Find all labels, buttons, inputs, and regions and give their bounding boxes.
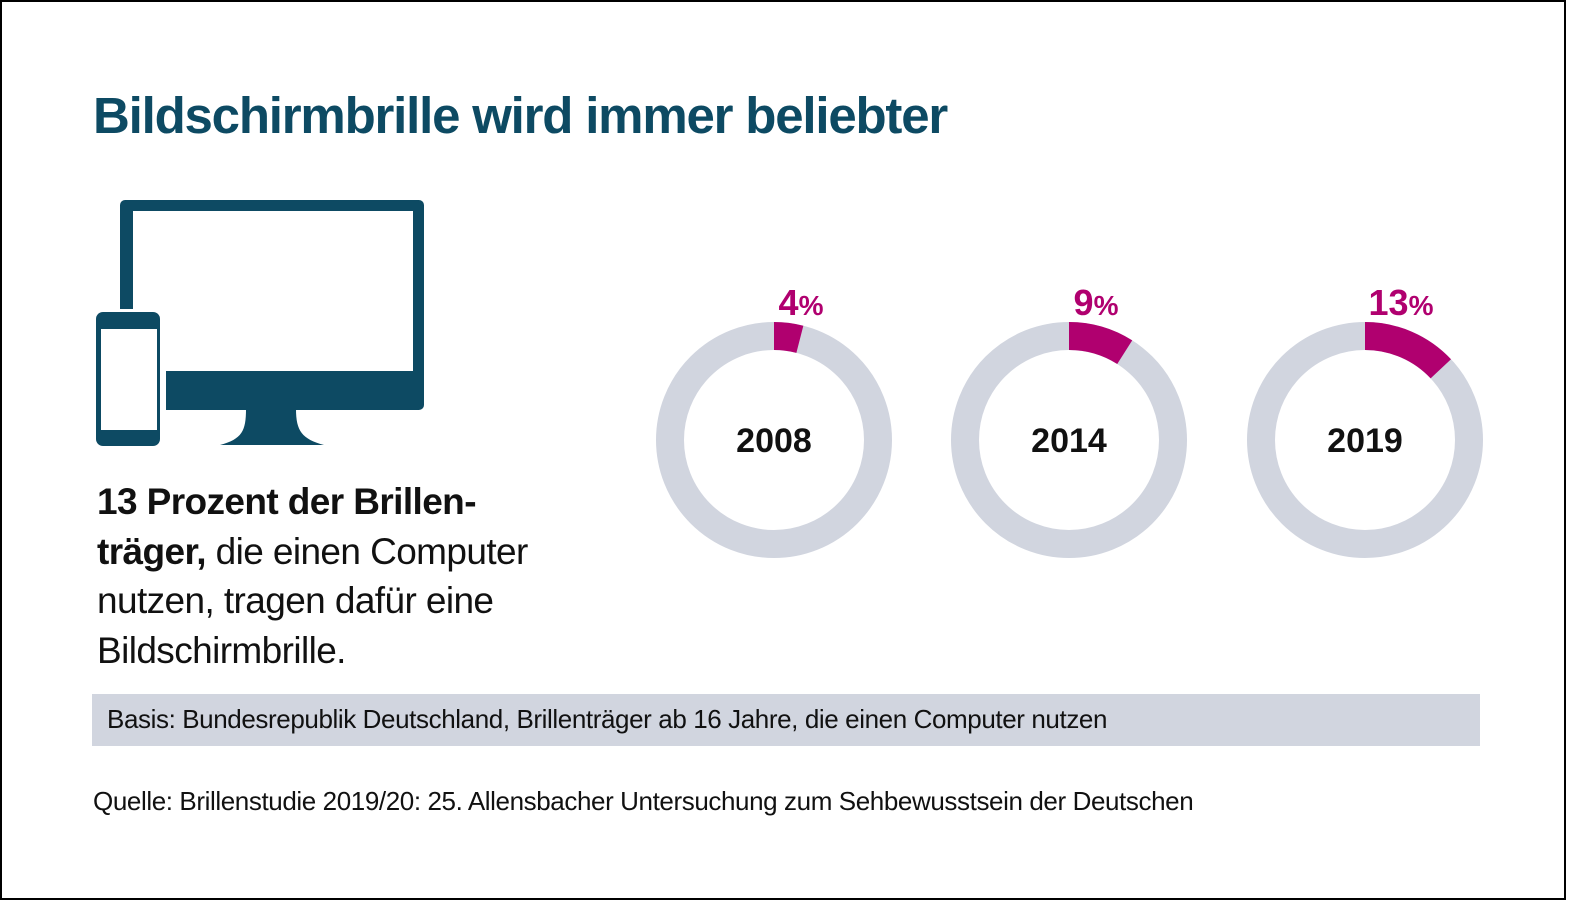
statement-line3: nutzen, tragen dafür eine: [97, 580, 494, 621]
source-note: Quelle: Brillenstudie 2019/20: 25. Allen…: [93, 786, 1194, 816]
statement-bold-line2: träger,: [97, 530, 207, 572]
donut-value-label: 4%: [779, 282, 824, 323]
donut-segment-value: [1364, 322, 1452, 379]
donut-value-label: 13%: [1369, 282, 1434, 323]
statement-bold-line1: 13 Prozent der Brillen-: [97, 481, 477, 522]
donut-2019: 2019 13%: [1247, 282, 1483, 558]
donut-value-label: 9%: [1074, 282, 1119, 323]
monitor-stand: [220, 409, 324, 445]
monitor-and-smartphone-icon: [96, 200, 424, 449]
monitor-screen: [133, 211, 413, 371]
donut-year-label: 2008: [736, 422, 812, 460]
key-statement: 13 Prozent der Brillen- träger, die eine…: [97, 477, 528, 675]
donut-2008: 2008 4%: [656, 282, 892, 558]
statement-line4: Bildschirmbrille.: [97, 629, 346, 671]
donut-chart: 2008 4% 2014 9% 2019 13%: [656, 282, 1483, 558]
basis-note-box: Basis: Bundesrepublik Deutschland, Brill…: [92, 694, 1480, 746]
statement-line2: die einen Computer: [205, 530, 529, 572]
donut-segment-value: [773, 322, 804, 353]
page-title: Bildschirmbrille wird immer beliebter: [93, 87, 948, 144]
donut-year-label: 2014: [1031, 422, 1107, 460]
donut-segment-value: [1068, 322, 1133, 365]
smartphone-screen: [101, 329, 157, 430]
donut-year-label: 2019: [1327, 422, 1403, 460]
donut-2014: 2014 9%: [951, 282, 1187, 558]
basis-note: Basis: Bundesrepublik Deutschland, Brill…: [107, 704, 1108, 734]
